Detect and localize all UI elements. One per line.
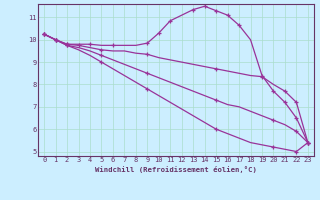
X-axis label: Windchill (Refroidissement éolien,°C): Windchill (Refroidissement éolien,°C) [95,166,257,173]
